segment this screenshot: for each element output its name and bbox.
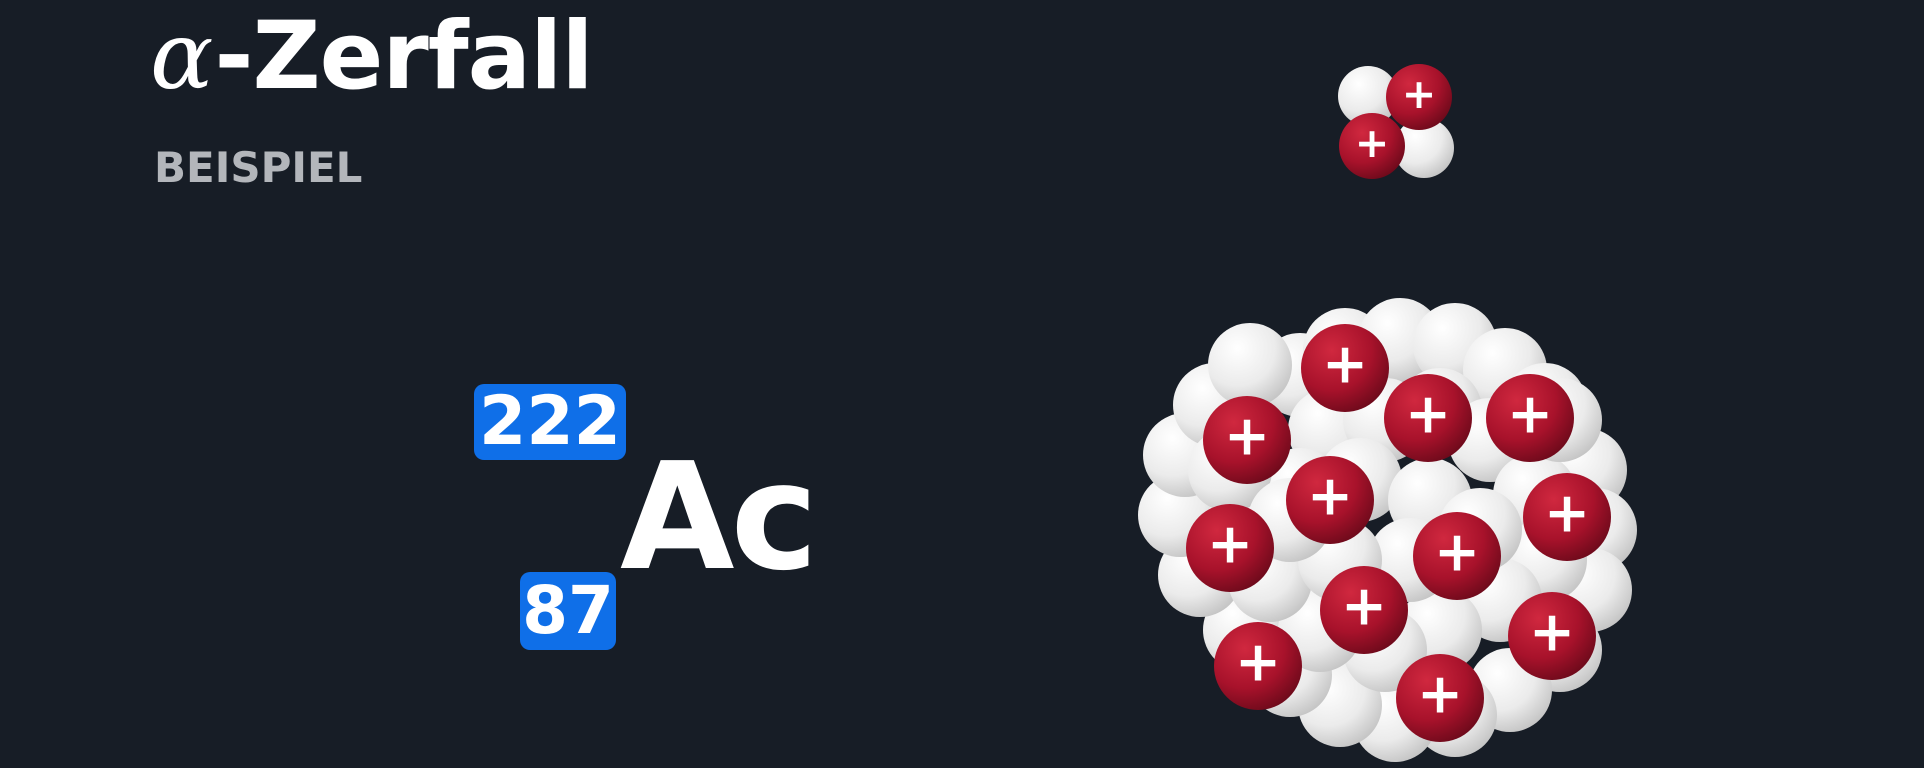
plus-icon: + — [1235, 630, 1281, 694]
plus-icon: + — [1307, 464, 1353, 528]
proton: + — [1286, 456, 1374, 544]
neutron — [1338, 66, 1398, 126]
proton: + — [1186, 504, 1274, 592]
neutron — [1394, 118, 1454, 178]
proton: + — [1339, 113, 1405, 179]
plus-icon: + — [1207, 512, 1253, 576]
plus-icon: + — [1507, 382, 1553, 446]
subtitle: BEISPIEL — [154, 143, 363, 192]
mass-number-badge: 222 — [474, 384, 626, 460]
plus-icon: + — [1544, 481, 1590, 545]
plus-icon: + — [1434, 520, 1480, 584]
proton: + — [1413, 512, 1501, 600]
proton: + — [1384, 374, 1472, 462]
proton: + — [1508, 592, 1596, 680]
alpha-symbol: α — [150, 2, 213, 111]
plus-icon: + — [1402, 70, 1437, 118]
proton: + — [1203, 396, 1291, 484]
proton: + — [1320, 566, 1408, 654]
title-text: -Zerfall — [214, 2, 593, 111]
plus-icon: + — [1529, 600, 1575, 664]
proton: + — [1214, 622, 1302, 710]
neutron — [1208, 323, 1292, 407]
plus-icon: + — [1341, 574, 1387, 638]
proton: + — [1396, 654, 1484, 742]
proton: + — [1486, 374, 1574, 462]
plus-icon: + — [1224, 404, 1270, 468]
atomic-number-badge: 87 — [520, 572, 616, 650]
proton: + — [1386, 64, 1452, 130]
plus-icon: + — [1322, 332, 1368, 396]
alpha-particle: ++ — [1338, 64, 1454, 179]
plus-icon: + — [1417, 662, 1463, 726]
plus-icon: + — [1405, 382, 1451, 446]
page-title: α-Zerfall — [150, 10, 594, 104]
element-symbol: Ac — [620, 431, 818, 603]
proton: + — [1523, 473, 1611, 561]
plus-icon: + — [1355, 119, 1390, 167]
actinium-nucleus: + + + + + + + + + + + + — [1138, 298, 1637, 762]
proton: + — [1301, 324, 1389, 412]
